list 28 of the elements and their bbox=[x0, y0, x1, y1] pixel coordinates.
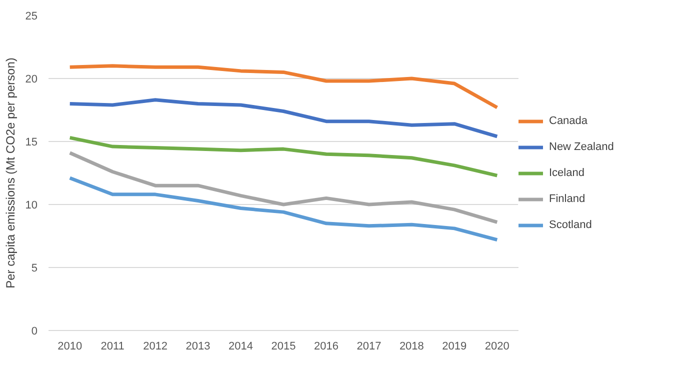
legend-label: New Zealand bbox=[549, 140, 615, 152]
x-tick-label: 2012 bbox=[143, 340, 168, 352]
legend-label: Iceland bbox=[549, 166, 586, 178]
y-tick-label: 0 bbox=[31, 326, 38, 338]
y-tick-label: 15 bbox=[25, 136, 38, 148]
x-tick-label: 2011 bbox=[100, 340, 124, 352]
legend-label: Scotland bbox=[549, 218, 593, 230]
x-tick-label: 2017 bbox=[356, 340, 382, 352]
y-tick-label: 25 bbox=[25, 10, 38, 22]
x-tick-label: 2019 bbox=[442, 340, 467, 352]
x-tick-label: 2013 bbox=[186, 340, 210, 352]
x-tick-label: 2016 bbox=[314, 340, 338, 352]
line-series bbox=[68, 176, 499, 242]
y-tick-label: 20 bbox=[25, 74, 38, 86]
line-series bbox=[68, 98, 499, 138]
x-tick-label: 2015 bbox=[271, 340, 296, 352]
legend-label: Finland bbox=[549, 192, 586, 204]
x-tick-label: 2020 bbox=[484, 340, 510, 352]
line-series bbox=[68, 64, 499, 110]
y-axis-title: Per capita emissions (Mt CO2e per person) bbox=[3, 58, 18, 288]
legend-label: Canada bbox=[549, 114, 589, 126]
y-tick-label: 10 bbox=[25, 200, 38, 212]
y-tick-label: 5 bbox=[31, 262, 38, 274]
line-series bbox=[68, 151, 499, 224]
x-tick-label: 2014 bbox=[228, 340, 254, 352]
x-tick-label: 2018 bbox=[399, 340, 424, 352]
line-series bbox=[68, 136, 499, 178]
x-tick-label: 2010 bbox=[58, 340, 82, 352]
